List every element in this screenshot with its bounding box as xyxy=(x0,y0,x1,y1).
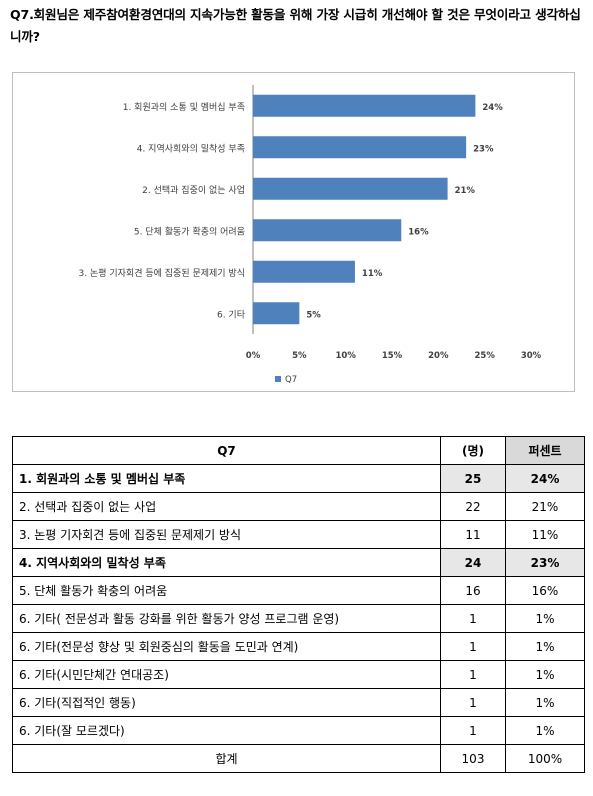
bar xyxy=(253,177,448,200)
x-tick-label: 0% xyxy=(246,351,261,361)
table-total-row: 합계 103 100% xyxy=(12,744,585,773)
row-item: 3. 논평 기자회견 등에 집중된 문제제기 방식 xyxy=(12,520,441,549)
row-percent: 21% xyxy=(505,492,585,521)
table-row: 4. 지역사회와의 밀착성 부족 24 23% xyxy=(12,548,585,577)
x-tick-label: 20% xyxy=(428,351,449,361)
table-row: 5. 단체 활동가 확충의 어려움 16 16% xyxy=(12,576,585,605)
bar xyxy=(253,260,355,283)
table-header-row: Q7 (명) 퍼센트 xyxy=(12,436,585,465)
row-count: 1 xyxy=(440,660,506,689)
row-item: 6. 기타(전문성 향상 및 회원중심의 활동을 도민과 연계) xyxy=(12,632,441,661)
bar-chart: 1. 회원과의 소통 및 멤버십 부족 24% 4. 지역사회와의 밀착성 부족 23… xyxy=(12,72,575,392)
total-count: 103 xyxy=(440,744,506,773)
category-label: 5. 단체 활동가 확충의 어려움 xyxy=(134,225,245,237)
table-row: 6. 기타( 전문성과 활동 강화를 위한 활동가 양성 프로그램 운영) 1 1% xyxy=(12,604,585,633)
row-count: 1 xyxy=(440,716,506,745)
value-label: 11% xyxy=(362,269,383,279)
question-text: Q7.회원님은 제주참여환경연대의 지속가능한 활동을 위해 가장 시급히 개선… xyxy=(10,7,581,44)
category-label: 6. 기타 xyxy=(217,309,246,320)
bar xyxy=(253,302,300,325)
table-row: 1. 회원과의 소통 및 멤버십 부족 25 24% xyxy=(12,464,585,493)
row-percent: 1% xyxy=(505,604,585,633)
table-row: 6. 기타(시민단체간 연대공조) 1 1% xyxy=(12,660,585,689)
row-count: 1 xyxy=(440,688,506,717)
row-percent: 1% xyxy=(505,660,585,689)
category-label: 4. 지역사회와의 밀착성 부족 xyxy=(137,142,245,154)
row-item: 4. 지역사회와의 밀착성 부족 xyxy=(12,548,441,577)
table-row: 6. 기타(직접적인 행동) 1 1% xyxy=(12,688,585,717)
legend-label: Q7 xyxy=(285,375,297,385)
category-label: 1. 회원과의 소통 및 멤버십 부족 xyxy=(123,101,245,113)
bar-chart-svg: 1. 회원과의 소통 및 멤버십 부족 24% 4. 지역사회와의 밀착성 부족 23… xyxy=(78,85,542,385)
x-tick-label: 25% xyxy=(474,351,495,361)
legend-swatch xyxy=(275,376,281,382)
row-percent: 1% xyxy=(505,632,585,661)
category-label: 3. 논평 기자회견 등에 집중된 문제제기 방식 xyxy=(78,267,245,279)
category-label: 2. 선택과 집중이 없는 사업 xyxy=(142,184,245,196)
row-count: 16 xyxy=(440,576,506,605)
total-percent: 100% xyxy=(505,744,585,773)
row-item: 6. 기타( 전문성과 활동 강화를 위한 활동가 양성 프로그램 운영) xyxy=(12,604,441,633)
value-label: 16% xyxy=(408,227,429,237)
row-percent: 1% xyxy=(505,688,585,717)
table-row: 6. 기타(전문성 향상 및 회원중심의 활동을 도민과 연계) 1 1% xyxy=(12,632,585,661)
value-label: 5% xyxy=(306,310,321,320)
row-item: 6. 기타(직접적인 행동) xyxy=(12,688,441,717)
row-percent: 23% xyxy=(505,548,585,577)
bar xyxy=(253,219,402,242)
row-item: 1. 회원과의 소통 및 멤버십 부족 xyxy=(12,464,441,493)
value-label: 24% xyxy=(482,103,503,113)
row-percent: 1% xyxy=(505,716,585,745)
row-count: 11 xyxy=(440,520,506,549)
x-tick-label: 15% xyxy=(382,351,403,361)
table-body: 1. 회원과의 소통 및 멤버십 부족 25 24% 2. 선택과 집중이 없는 사업… xyxy=(12,464,585,745)
table-row: 3. 논평 기자회견 등에 집중된 문제제기 방식 11 11% xyxy=(12,520,585,549)
x-tick-label: 5% xyxy=(292,351,307,361)
header-item: Q7 xyxy=(12,436,441,465)
header-percent: 퍼센트 xyxy=(505,436,585,465)
row-percent: 11% xyxy=(505,520,585,549)
row-percent: 24% xyxy=(505,464,585,493)
row-count: 24 xyxy=(440,548,506,577)
row-count: 1 xyxy=(440,632,506,661)
table-row: 6. 기타(잘 모르겠다) 1 1% xyxy=(12,716,585,745)
value-label: 23% xyxy=(473,144,494,154)
row-item: 6. 기타(시민단체간 연대공조) xyxy=(12,660,441,689)
total-label: 합계 xyxy=(12,744,441,773)
row-count: 22 xyxy=(440,492,506,521)
value-label: 21% xyxy=(455,186,476,196)
row-percent: 16% xyxy=(505,576,585,605)
row-item: 5. 단체 활동가 확충의 어려움 xyxy=(12,576,441,605)
x-tick-label: 30% xyxy=(521,351,542,361)
row-item: 6. 기타(잘 모르겠다) xyxy=(12,716,441,745)
row-item: 2. 선택과 집중이 없는 사업 xyxy=(12,492,441,521)
results-table: Q7 (명) 퍼센트 1. 회원과의 소통 및 멤버십 부족 25 24% 2. 선택… xyxy=(12,436,585,773)
row-count: 25 xyxy=(440,464,506,493)
x-tick-label: 10% xyxy=(335,351,356,361)
row-count: 1 xyxy=(440,604,506,633)
header-count: (명) xyxy=(440,436,506,465)
table-row: 2. 선택과 집중이 없는 사업 22 21% xyxy=(12,492,585,521)
bar xyxy=(253,136,467,159)
bar xyxy=(253,94,476,117)
